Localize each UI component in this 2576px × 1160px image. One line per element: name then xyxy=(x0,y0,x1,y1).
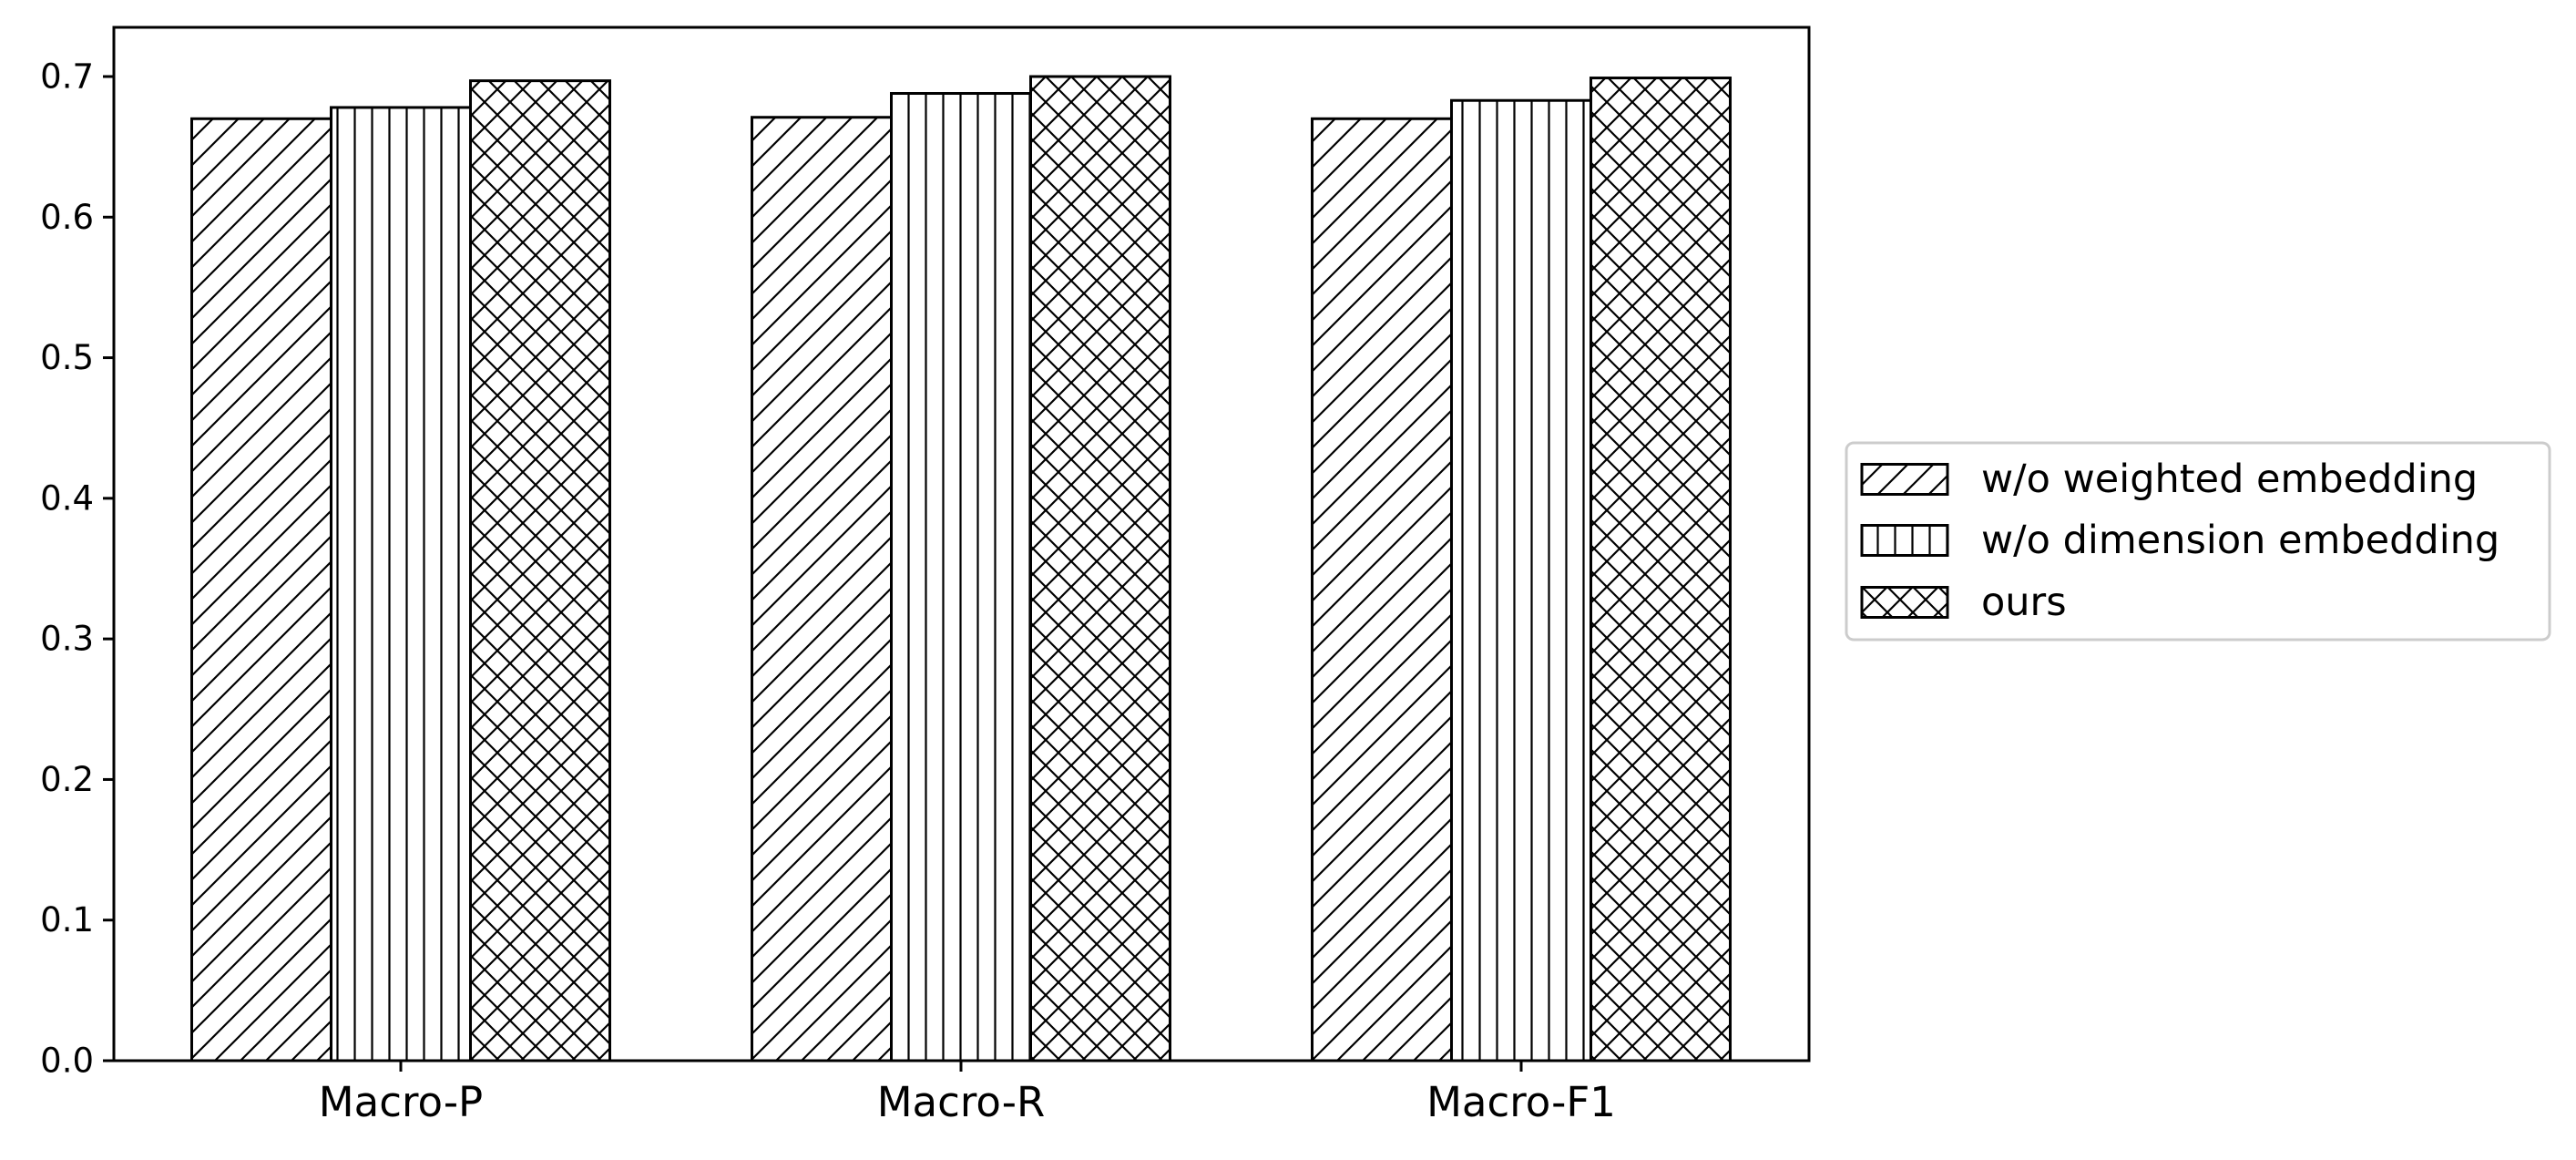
bars-layer xyxy=(192,77,1731,1061)
bar-macro-r-series-1 xyxy=(892,94,1031,1061)
legend-label: ours xyxy=(1981,580,2067,625)
bar-macro-p-series-2 xyxy=(471,81,610,1061)
xtick-label: Macro-P xyxy=(319,1078,483,1126)
ytick-label: 0.0 xyxy=(40,1042,94,1081)
bar-macro-r-series-0 xyxy=(752,118,892,1061)
bar-macro-p-series-0 xyxy=(192,118,332,1061)
ytick-label: 0.4 xyxy=(40,478,94,518)
bar-macro-f1-series-0 xyxy=(1313,118,1452,1061)
ytick-label: 0.6 xyxy=(40,198,94,237)
bar-macro-r-series-2 xyxy=(1031,77,1170,1061)
legend-swatch-diagonal xyxy=(1862,465,1947,495)
ytick-label: 0.1 xyxy=(40,900,94,939)
legend-swatch-cross xyxy=(1862,588,1947,618)
legend-label: w/o dimension embedding xyxy=(1981,518,2499,563)
legend: w/o weighted embedding w/o dimension embe… xyxy=(1846,443,2550,640)
legend-swatch-vertical xyxy=(1862,526,1947,556)
ytick-label: 0.7 xyxy=(40,57,94,97)
bar-macro-f1-series-1 xyxy=(1452,100,1591,1061)
y-axis: 0.0 0.1 0.2 0.3 0.4 0.5 0.6 0.7 xyxy=(40,57,114,1081)
legend-label: w/o weighted embedding xyxy=(1981,457,2478,502)
x-axis: Macro-P Macro-R Macro-F1 xyxy=(319,1061,1616,1126)
ytick-label: 0.5 xyxy=(40,338,94,377)
xtick-label: Macro-F1 xyxy=(1426,1078,1616,1126)
xtick-label: Macro-R xyxy=(877,1078,1046,1126)
bar-macro-p-series-1 xyxy=(332,108,471,1061)
ytick-label: 0.3 xyxy=(40,620,94,659)
ytick-label: 0.2 xyxy=(40,760,94,799)
bar-macro-f1-series-2 xyxy=(1591,78,1731,1061)
